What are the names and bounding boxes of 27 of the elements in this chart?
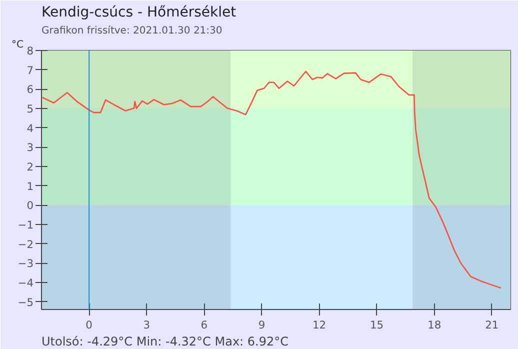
- y-tick-label: −4: [18, 276, 34, 290]
- y-tick-label: −2: [18, 238, 34, 251]
- y-tick-label: 6: [26, 83, 34, 96]
- y-tick-label: 5: [26, 102, 34, 116]
- line-series: [42, 70, 502, 289]
- x-tick-label: 0: [86, 318, 93, 332]
- y-tick-label: −5: [18, 296, 34, 309]
- y-tick-label: 3: [26, 141, 34, 154]
- x-tick-label: 15: [370, 318, 384, 332]
- y-tick-label: 4: [26, 122, 34, 135]
- x-tick-label: 3: [143, 318, 150, 332]
- y-tick-label: −1: [18, 218, 34, 232]
- y-tick-label: −3: [18, 257, 34, 270]
- y-tick-label: 0: [26, 199, 34, 212]
- chart-subtitle: Grafikon frissítve: 2021.01.30 21:30: [42, 26, 222, 36]
- text: Utolsó: -4.29°C Min: -4.32°C Max: 6.92°C: [42, 334, 289, 348]
- x-tick-label: 12: [312, 318, 326, 332]
- x-tick-label: 21: [485, 318, 499, 332]
- y-tick-label: 2: [26, 160, 34, 174]
- y-tick-label: 1: [26, 180, 34, 193]
- y-axis-title: °C: [12, 40, 24, 50]
- x-tick-label: 18: [428, 318, 442, 332]
- x-tick-label: 6: [200, 318, 208, 332]
- y-tick-label: 7: [26, 64, 34, 77]
- y-tick-label: 8: [26, 44, 34, 58]
- chart-title: Kendig-csúcs - Hőmérséklet: [42, 4, 237, 20]
- x-tick-label: 9: [258, 318, 266, 332]
